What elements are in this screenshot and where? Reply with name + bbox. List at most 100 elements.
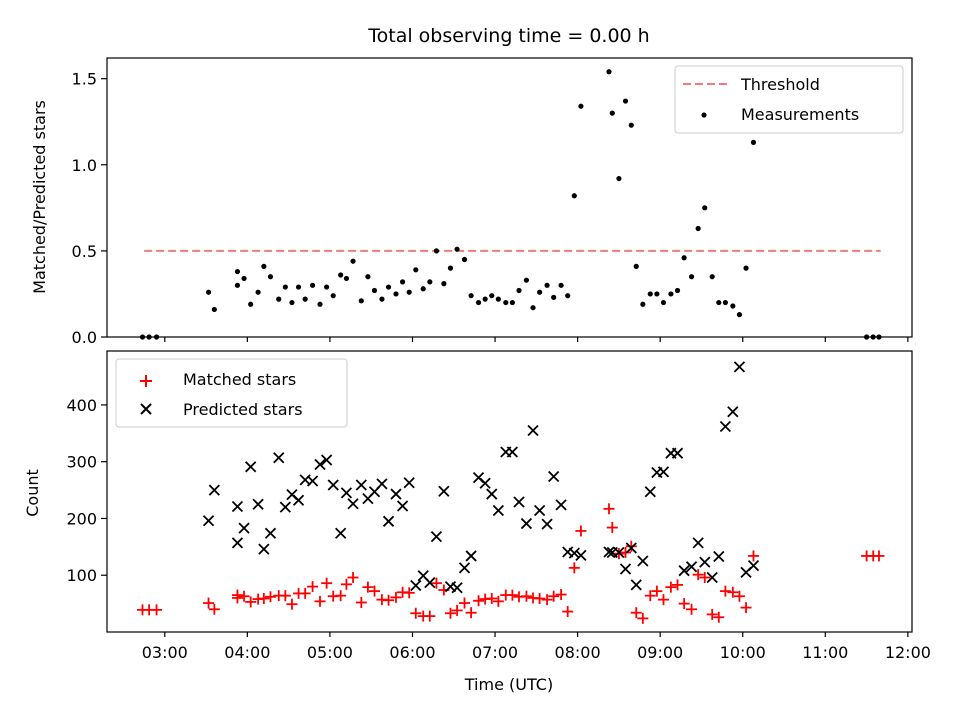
measurement-point — [302, 296, 308, 302]
predicted-star-point — [555, 499, 567, 511]
predicted-star-point — [355, 479, 367, 491]
measurement-point — [393, 291, 399, 297]
measurement-point — [578, 103, 584, 109]
measurement-point — [633, 263, 639, 269]
measurement-point — [468, 293, 474, 299]
matched-star-point — [713, 611, 725, 623]
predicted-star-point — [252, 498, 264, 510]
predicted-star-point — [719, 420, 732, 433]
measurement-point — [255, 289, 261, 295]
predicted-star-point — [727, 406, 739, 418]
legend-measurements-label: Measurements — [741, 105, 859, 124]
measurement-point — [743, 265, 749, 271]
matched-star-point — [258, 593, 270, 605]
predicted-star-point — [208, 484, 220, 496]
matched-star-point — [486, 593, 498, 605]
predicted-star-point — [347, 498, 359, 510]
matched-star-point — [568, 562, 580, 574]
predicted-star-point — [678, 565, 690, 577]
matched-star-point — [678, 598, 690, 610]
measurement-point — [205, 289, 212, 295]
measurement-point — [241, 275, 247, 282]
predicted-star-point — [327, 479, 339, 491]
measurement-point — [695, 225, 701, 232]
x-tick-label: 09:00 — [637, 643, 683, 662]
predicted-star-point — [458, 562, 471, 574]
measurement-point — [330, 293, 336, 299]
legend-threshold-label: Threshold — [740, 75, 820, 94]
predicted-star-point — [692, 537, 704, 549]
predicted-star-point — [733, 361, 746, 373]
predicted-star-point — [520, 517, 533, 530]
predicted-star-point — [306, 475, 319, 487]
count-x-axis: 03:00 04:00 05:00 06:00 07:00 08:00 09:00 10:00… — [142, 632, 931, 662]
count-y-tick-label: 300 — [66, 453, 97, 472]
measurement-point — [276, 296, 282, 302]
measurement-point — [616, 175, 622, 182]
measurement-point — [234, 268, 241, 275]
count-y-tick-label: 100 — [66, 566, 97, 585]
measurement-point — [516, 287, 522, 294]
matched-star-point — [747, 550, 759, 562]
matched-star-point — [555, 589, 567, 601]
matched-star-point — [424, 610, 436, 622]
measurement-point — [565, 293, 571, 299]
legend-measurements-swatch — [701, 112, 707, 118]
measurement-point — [365, 274, 371, 280]
predicted-star-point — [264, 527, 277, 539]
predicted-star-point — [541, 518, 553, 530]
matched-star-point — [637, 612, 649, 624]
predicted-star-point — [231, 500, 244, 513]
measurement-point — [523, 277, 530, 283]
measurement-point — [282, 284, 288, 290]
x-tick-label: 11:00 — [802, 643, 848, 662]
matched-star-point — [548, 590, 560, 602]
predicted-star-point — [486, 488, 498, 500]
predicted-star-point — [231, 537, 244, 549]
predicted-star-point — [706, 571, 718, 584]
matched-star-point — [606, 522, 618, 534]
measurement-point — [509, 299, 515, 306]
predicted-star-point — [479, 477, 491, 489]
predicted-star-point — [382, 515, 395, 527]
count-y-axis-label: Count — [23, 469, 42, 517]
predicted-star-point — [492, 504, 504, 517]
measurement-point — [309, 282, 316, 288]
ratio-y-axis-label: Matched/Predicted stars — [30, 100, 49, 294]
ratio-y-tick-label: 0.0 — [72, 328, 97, 347]
measurement-point — [674, 287, 681, 294]
predicted-star-point — [644, 486, 656, 498]
measurement-point — [681, 255, 687, 261]
measurement-point — [544, 282, 550, 288]
legend-matched-swatch — [140, 375, 152, 387]
matched-star-point — [699, 572, 711, 584]
measurement-point — [489, 293, 495, 299]
count-y-axis: 100 200 300 400 — [66, 396, 107, 585]
matched-star-point — [340, 578, 352, 590]
matched-star-point — [473, 595, 485, 607]
measurement-point — [482, 296, 488, 302]
matched-star-point — [644, 590, 656, 602]
measurement-point — [433, 248, 440, 254]
ratio-x-ticks — [164, 337, 909, 342]
chart-title: Total observing time = 0.00 h — [367, 25, 649, 47]
matched-star-point — [355, 596, 367, 608]
measurement-point — [551, 294, 557, 300]
x-tick-label: 08:00 — [555, 643, 601, 662]
matched-star-point — [672, 579, 684, 591]
measurement-point — [654, 291, 660, 297]
measurement-point — [427, 279, 433, 285]
matched-star-point — [620, 547, 632, 559]
matched-star-point — [231, 592, 243, 604]
matched-star-point — [719, 585, 731, 597]
matched-star-point — [264, 591, 276, 603]
measurement-point — [688, 274, 695, 280]
predicted-star-point — [613, 546, 625, 559]
predicted-star-point — [548, 470, 560, 483]
measurement-point — [461, 256, 468, 263]
x-tick-label: 04:00 — [224, 643, 270, 662]
ratio-y-tick-label: 1.5 — [72, 70, 97, 89]
predicted-star-point — [513, 496, 525, 508]
matched-star-point — [151, 604, 163, 616]
